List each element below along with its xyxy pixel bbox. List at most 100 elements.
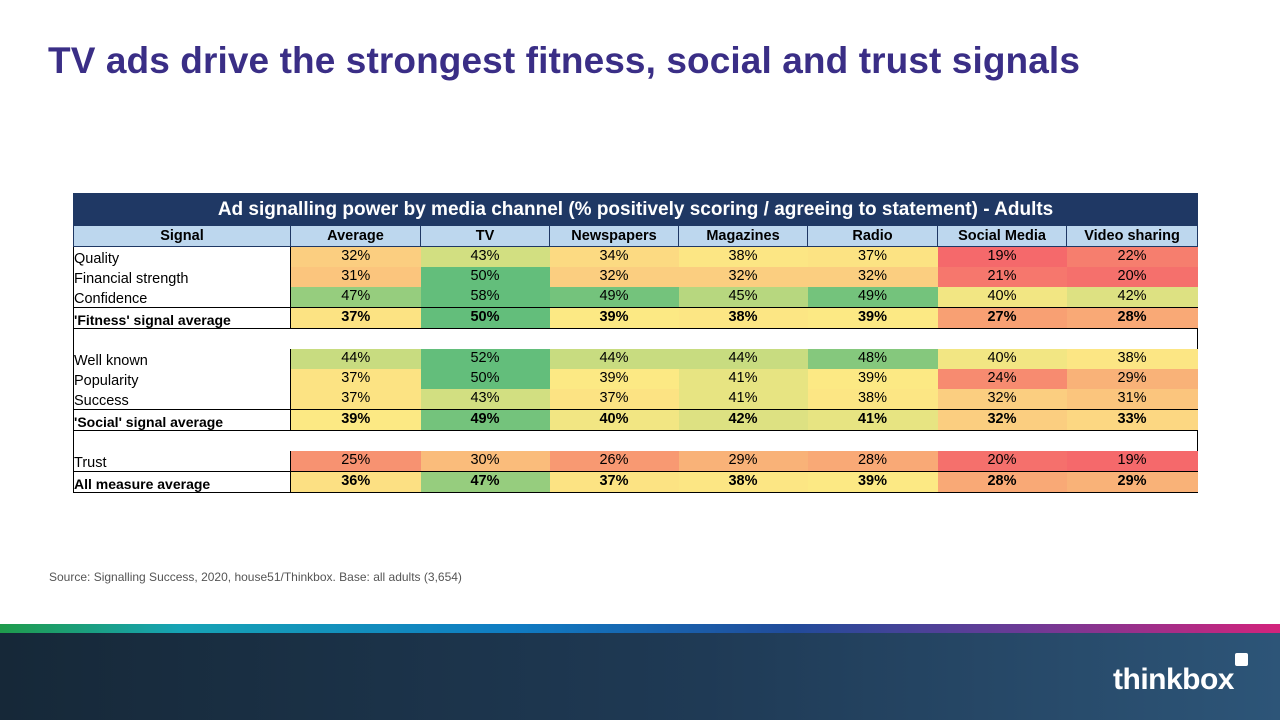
cell-radio: 28% — [807, 451, 938, 472]
table-row: Confidence 47% 58% 49% 45% 49% 40% 42% — [73, 287, 1198, 308]
cell-newspapers: 34% — [549, 246, 679, 267]
cell-video-sharing: 29% — [1066, 369, 1198, 389]
row-label: Popularity — [73, 369, 291, 389]
cell-average: 37% — [290, 369, 421, 389]
cell-social-media: 20% — [937, 451, 1067, 472]
cell-radio: 48% — [807, 349, 938, 369]
cell-magazines: 38% — [678, 246, 808, 267]
row-label: Financial strength — [73, 267, 291, 287]
brand-gradient-bar — [0, 624, 1280, 633]
cell-newspapers: 26% — [549, 451, 679, 472]
cell-tv: 47% — [420, 471, 550, 493]
cell-magazines: 44% — [678, 349, 808, 369]
cell-social-media: 40% — [937, 349, 1067, 369]
cell-average: 31% — [290, 267, 421, 287]
column-header-radio: Radio — [807, 225, 938, 247]
cell-tv: 50% — [420, 267, 550, 287]
cell-radio: 38% — [807, 389, 938, 410]
logo-square-icon — [1235, 653, 1248, 666]
cell-tv: 50% — [420, 369, 550, 389]
cell-magazines: 41% — [678, 389, 808, 410]
cell-video-sharing: 38% — [1066, 349, 1198, 369]
cell-video-sharing: 19% — [1066, 451, 1198, 472]
row-label: Success — [73, 389, 291, 410]
column-header-row: Signal Average TV Newspapers Magazines R… — [73, 225, 1199, 247]
cell-social-media: 32% — [937, 389, 1067, 410]
cell-average: 25% — [290, 451, 421, 472]
row-label: Confidence — [73, 287, 291, 308]
cell-social-media: 27% — [937, 307, 1067, 329]
table-caption: Ad signalling power by media channel (% … — [72, 193, 1199, 226]
cell-magazines: 32% — [678, 267, 808, 287]
cell-tv: 43% — [420, 246, 550, 267]
cell-magazines: 38% — [678, 307, 808, 329]
cell-video-sharing: 22% — [1066, 246, 1198, 267]
cell-social-media: 32% — [937, 409, 1067, 431]
cell-radio: 37% — [807, 246, 938, 267]
cell-newspapers: 32% — [549, 267, 679, 287]
cell-tv: 50% — [420, 307, 550, 329]
cell-newspapers: 37% — [549, 471, 679, 493]
cell-video-sharing: 33% — [1066, 409, 1198, 431]
signalling-table: Ad signalling power by media channel (% … — [72, 193, 1199, 493]
row-label: 'Social' signal average — [73, 409, 291, 431]
cell-radio: 49% — [807, 287, 938, 308]
cell-newspapers: 40% — [549, 409, 679, 431]
column-header-tv: TV — [420, 225, 550, 247]
cell-video-sharing: 42% — [1066, 287, 1198, 308]
row-label: 'Fitness' signal average — [73, 307, 291, 329]
cell-social-media: 21% — [937, 267, 1067, 287]
cell-social-media: 40% — [937, 287, 1067, 308]
table-row: Popularity 37% 50% 39% 41% 39% 24% 29% — [73, 369, 1198, 389]
slide-title: TV ads drive the strongest fitness, soci… — [48, 40, 1080, 81]
row-label: Quality — [73, 246, 291, 267]
source-note: Source: Signalling Success, 2020, house5… — [49, 570, 462, 584]
cell-social-media: 24% — [937, 369, 1067, 389]
cell-average: 37% — [290, 389, 421, 410]
footer-band: thinkbox — [0, 633, 1280, 720]
cell-tv: 49% — [420, 409, 550, 431]
table-row: Quality 32% 43% 34% 38% 37% 19% 22% — [73, 246, 1198, 267]
column-header-video-sharing: Video sharing — [1065, 225, 1199, 247]
cell-newspapers: 44% — [549, 349, 679, 369]
logo-text: thinkbox — [1113, 663, 1235, 696]
cell-video-sharing: 31% — [1066, 389, 1198, 410]
cell-video-sharing: 28% — [1066, 307, 1198, 329]
cell-social-media: 28% — [937, 471, 1067, 493]
cell-magazines: 45% — [678, 287, 808, 308]
cell-average: 44% — [290, 349, 421, 369]
average-row: All measure average 36% 47% 37% 38% 39% 28% 29% — [73, 471, 1198, 493]
cell-magazines: 29% — [678, 451, 808, 472]
cell-magazines: 42% — [678, 409, 808, 431]
cell-video-sharing: 29% — [1066, 471, 1198, 493]
cell-radio: 39% — [807, 307, 938, 329]
row-label: Trust — [73, 451, 291, 472]
thinkbox-logo: thinkbox — [1113, 653, 1248, 697]
spacer-row — [72, 328, 1199, 349]
cell-newspapers: 39% — [549, 307, 679, 329]
column-header-average: Average — [290, 225, 421, 247]
cell-tv: 58% — [420, 287, 550, 308]
cell-newspapers: 39% — [549, 369, 679, 389]
column-header-newspapers: Newspapers — [549, 225, 679, 247]
cell-radio: 41% — [807, 409, 938, 431]
cell-average: 47% — [290, 287, 421, 308]
column-header-magazines: Magazines — [678, 225, 808, 247]
cell-average: 32% — [290, 246, 421, 267]
table-row: Well known 44% 52% 44% 44% 48% 40% 38% — [73, 349, 1198, 369]
cell-average: 39% — [290, 409, 421, 431]
cell-social-media: 19% — [937, 246, 1067, 267]
cell-radio: 39% — [807, 471, 938, 493]
table-row: Financial strength 31% 50% 32% 32% 32% 21% 20% — [73, 267, 1198, 287]
cell-magazines: 41% — [678, 369, 808, 389]
cell-tv: 52% — [420, 349, 550, 369]
table-row: Trust 25% 30% 26% 29% 28% 20% 19% — [73, 451, 1198, 472]
average-row: 'Fitness' signal average 37% 50% 39% 38% 39% 2… — [73, 307, 1198, 329]
cell-newspapers: 49% — [549, 287, 679, 308]
column-header-signal: Signal — [73, 225, 291, 247]
cell-tv: 43% — [420, 389, 550, 410]
cell-radio: 39% — [807, 369, 938, 389]
cell-video-sharing: 20% — [1066, 267, 1198, 287]
table-row: Success 37% 43% 37% 41% 38% 32% 31% — [73, 389, 1198, 410]
cell-newspapers: 37% — [549, 389, 679, 410]
